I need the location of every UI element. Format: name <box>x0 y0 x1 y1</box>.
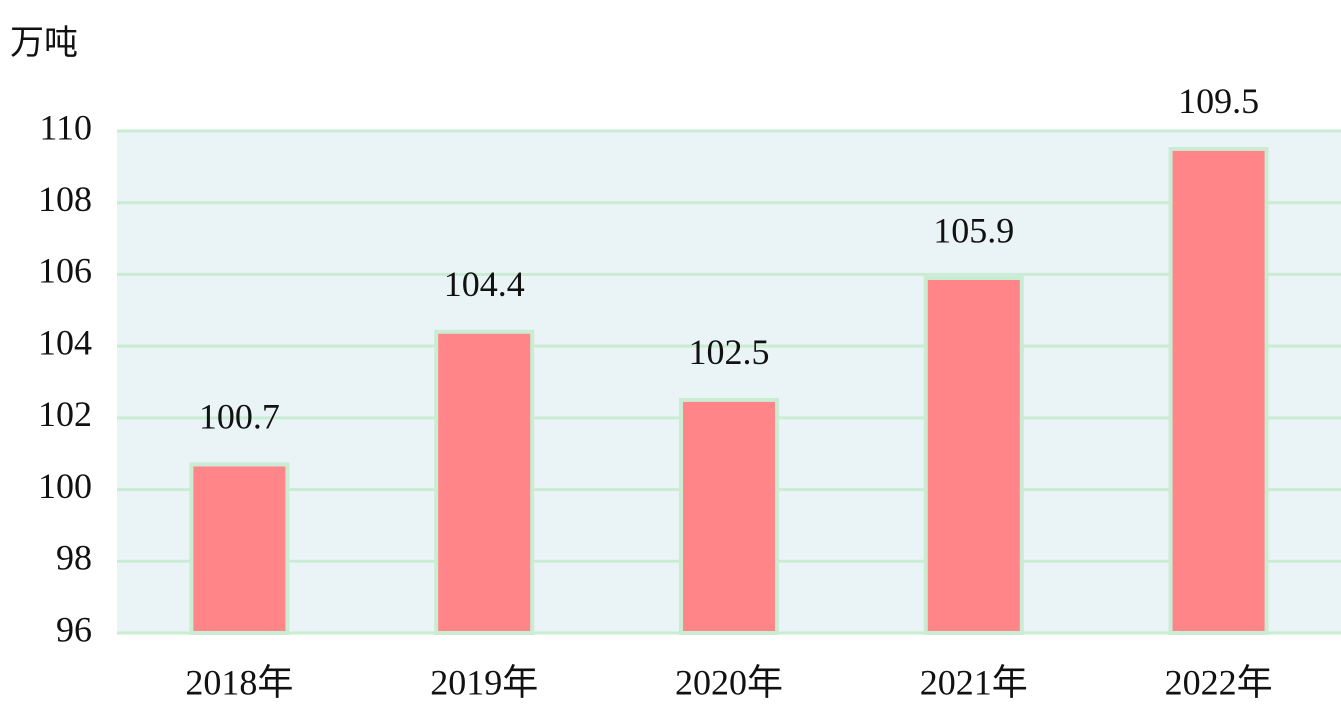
y-tick-label: 98 <box>56 538 92 578</box>
x-tick-label: 2021年 <box>920 662 1028 702</box>
bar <box>434 329 535 635</box>
x-tick-label: 2022年 <box>1165 662 1273 702</box>
bar <box>1168 146 1269 636</box>
y-tick-label: 110 <box>39 107 92 147</box>
data-label: 100.7 <box>199 397 280 437</box>
y-tick-label: 106 <box>38 251 92 291</box>
bar <box>923 276 1024 635</box>
data-label: 109.5 <box>1178 81 1259 121</box>
y-axis-label: 万吨 <box>10 24 78 62</box>
bar <box>679 397 779 635</box>
bar <box>189 462 290 635</box>
data-label: 104.4 <box>444 264 525 304</box>
y-tick-label: 96 <box>56 609 92 649</box>
x-tick-label: 2018年 <box>185 662 293 702</box>
x-tick-label: 2020年 <box>675 662 783 702</box>
y-tick-label: 100 <box>38 466 92 506</box>
y-tick-label: 108 <box>38 179 92 219</box>
y-tick-label: 104 <box>38 322 92 362</box>
y-tick-label: 102 <box>38 394 92 434</box>
data-label: 105.9 <box>933 210 1014 250</box>
x-tick-label: 2019年 <box>430 662 538 702</box>
data-label: 102.5 <box>689 332 770 372</box>
